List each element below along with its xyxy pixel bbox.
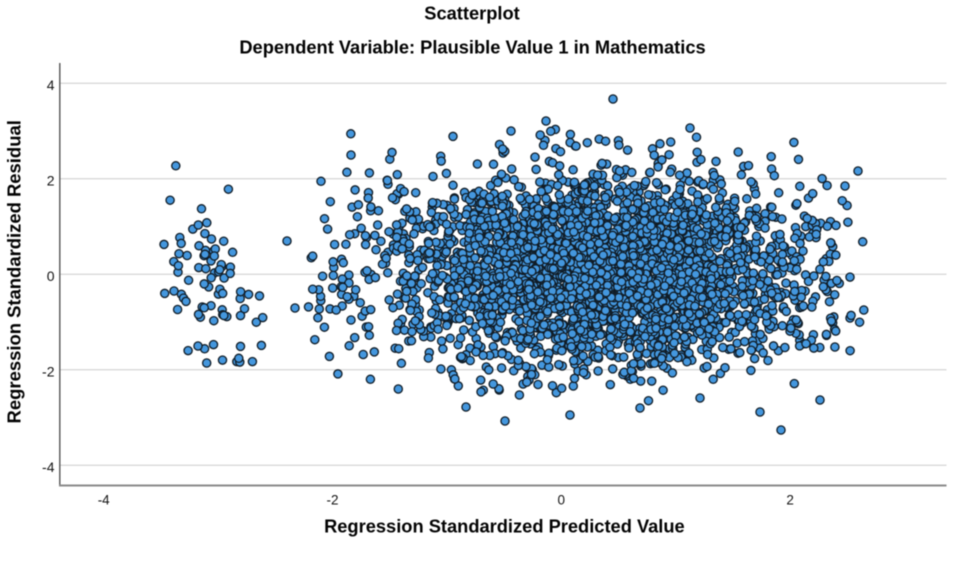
svg-text:-2: -2: [42, 363, 55, 379]
svg-text:2: 2: [47, 172, 55, 188]
svg-text:-4: -4: [98, 492, 110, 507]
svg-text:2: 2: [786, 492, 794, 507]
svg-text:Regression Standardized Predic: Regression Standardized Predicted Value: [324, 516, 685, 537]
svg-text:-2: -2: [326, 492, 338, 507]
svg-text:Regression Standardized Residu: Regression Standardized Residual: [4, 120, 25, 423]
svg-text:-4: -4: [42, 459, 55, 475]
svg-text:0: 0: [558, 492, 566, 507]
svg-text:4: 4: [47, 77, 55, 93]
svg-text:0: 0: [47, 268, 55, 284]
svg-text:Dependent Variable: Plausible: Dependent Variable: Plausible Value 1 in…: [239, 36, 705, 57]
svg-text:Scatterplot: Scatterplot: [424, 3, 520, 24]
